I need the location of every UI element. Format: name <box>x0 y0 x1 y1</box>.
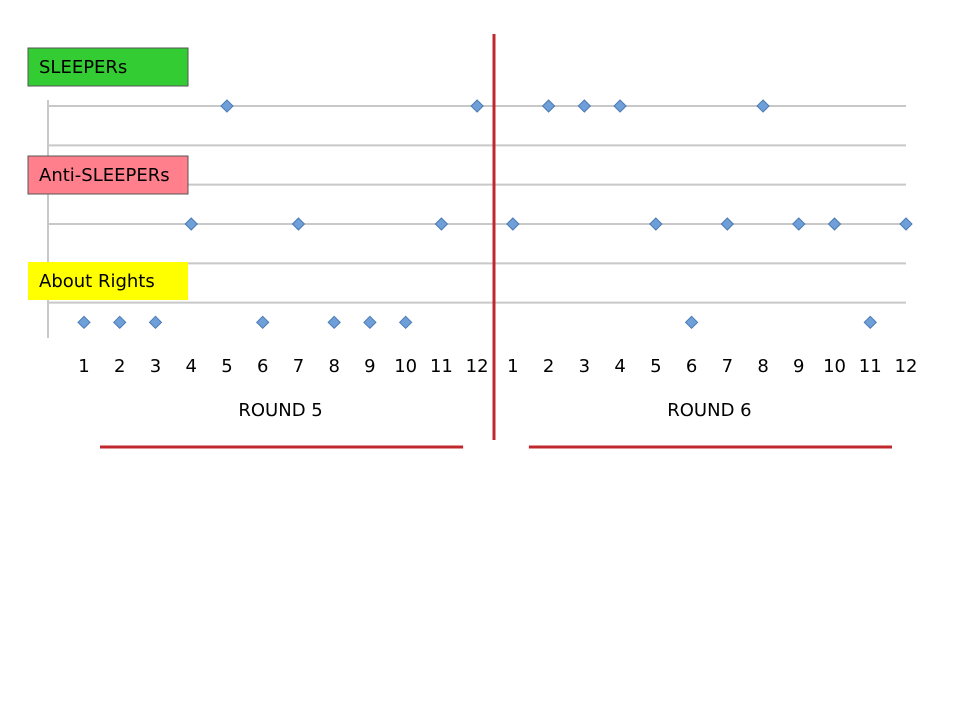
data-point <box>649 217 663 231</box>
x-tick-label: 6 <box>257 356 268 377</box>
x-tick-label: 2 <box>543 356 554 377</box>
data-point <box>792 217 806 231</box>
data-point <box>184 217 198 231</box>
data-point <box>255 315 270 330</box>
x-tick-label: 1 <box>507 356 518 377</box>
x-tick-label: 4 <box>614 356 625 377</box>
x-tick-label: 3 <box>579 356 590 377</box>
x-tick-label: 10 <box>823 356 846 377</box>
data-point <box>77 315 91 330</box>
data-point <box>899 217 913 231</box>
x-tick-label: 11 <box>859 356 882 377</box>
data-point <box>470 99 484 113</box>
data-point <box>113 315 127 330</box>
data-point <box>863 315 877 330</box>
group-label: ROUND 6 <box>667 400 751 421</box>
data-point <box>541 99 556 113</box>
x-tick-label: 5 <box>221 356 232 377</box>
x-tick-label: 6 <box>686 356 697 377</box>
x-tick-label: 4 <box>185 356 196 377</box>
x-tick-label: 7 <box>293 356 304 377</box>
x-tick-label: 12 <box>466 356 489 377</box>
legend-label: About Rights <box>39 271 155 292</box>
legend-box <box>27 47 189 87</box>
x-tick-label: 8 <box>757 356 768 377</box>
data-point <box>577 99 592 113</box>
legend-box <box>27 155 189 195</box>
legend-label: Anti-SLEEPERs <box>39 165 170 186</box>
data-point <box>220 99 234 113</box>
x-tick-label: 8 <box>328 356 339 377</box>
x-tick-label: 2 <box>114 356 125 377</box>
legend-label: SLEEPERs <box>39 57 127 78</box>
x-tick-label: 5 <box>650 356 661 377</box>
data-point <box>148 315 163 330</box>
x-tick-label: 9 <box>364 356 375 377</box>
data-point <box>327 315 341 330</box>
data-point <box>613 99 627 113</box>
group-label: ROUND 5 <box>238 400 322 421</box>
data-point <box>827 217 842 231</box>
data-point <box>506 217 520 231</box>
data-point <box>398 315 413 330</box>
x-tick-label: 3 <box>150 356 161 377</box>
x-tick-label: 10 <box>394 356 417 377</box>
data-point <box>363 315 377 330</box>
legend-box <box>28 262 188 300</box>
data-point <box>434 217 449 231</box>
x-tick-label: 9 <box>793 356 804 377</box>
data-point <box>756 99 770 113</box>
x-tick-label: 12 <box>895 356 918 377</box>
data-point <box>684 315 699 330</box>
data-point <box>291 217 306 231</box>
x-tick-label: 1 <box>78 356 89 377</box>
data-point <box>720 217 735 231</box>
x-tick-label: 7 <box>722 356 733 377</box>
x-tick-label: 11 <box>430 356 453 377</box>
